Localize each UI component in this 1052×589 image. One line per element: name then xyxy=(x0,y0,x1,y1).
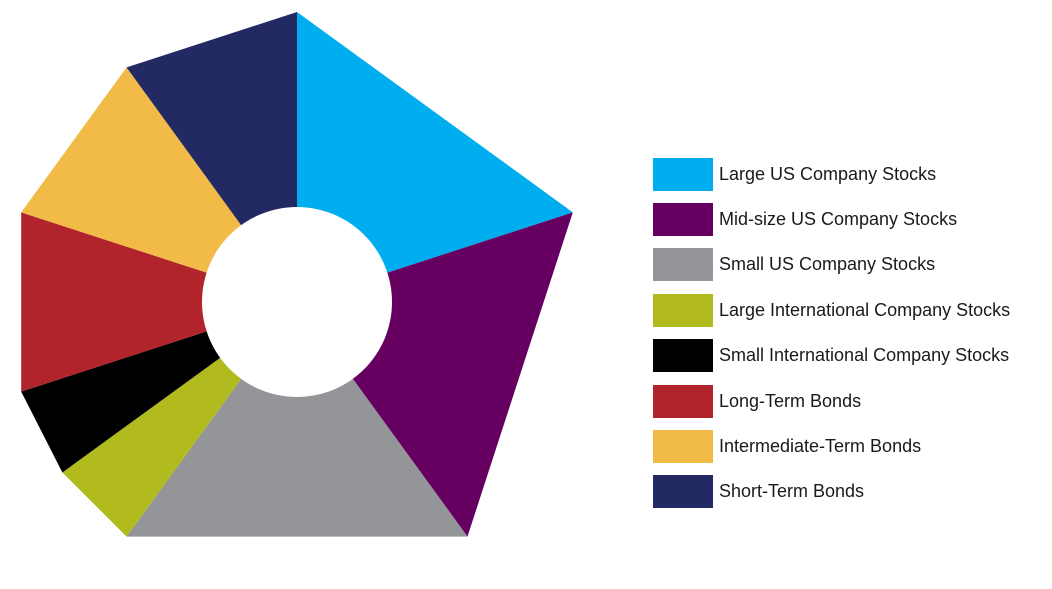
donut-hole xyxy=(202,207,392,397)
donut-chart xyxy=(21,12,573,537)
legend-item-small-international-company-stocks: Small International Company Stocks xyxy=(653,339,1052,373)
slice-large-us-company-stocks xyxy=(297,12,573,302)
legend-item-small-us-company-stocks: Small US Company Stocks xyxy=(653,248,1052,282)
legend-label: Intermediate-Term Bonds xyxy=(719,436,922,456)
slice-long-term-bonds xyxy=(21,212,297,392)
legend-item-long-term-bonds: Long-Term Bonds xyxy=(653,385,1052,419)
legend-swatch xyxy=(653,158,713,191)
legend-swatch xyxy=(653,339,713,372)
legend-label: Mid-size US Company Stocks xyxy=(719,209,958,229)
legend-label: Small International Company Stocks xyxy=(719,345,1010,365)
donut-chart-svg xyxy=(21,12,573,537)
legend-item-large-international-company-stocks: Large International Company Stocks xyxy=(653,294,1052,328)
legend-swatch xyxy=(653,385,713,418)
legend-item-mid-size-us-company-stocks: Mid-size US Company Stocks xyxy=(653,203,1052,237)
legend-label: Large International Company Stocks xyxy=(719,300,1011,320)
legend-swatch xyxy=(653,203,713,236)
legend-swatch xyxy=(653,294,713,327)
legend-label: Long-Term Bonds xyxy=(719,391,862,411)
legend-label: Large US Company Stocks xyxy=(719,164,937,184)
legend-swatch xyxy=(653,430,713,463)
legend-swatch xyxy=(653,475,713,508)
legend-item-large-us-company-stocks: Large US Company Stocks xyxy=(653,158,1052,192)
legend-label: Small US Company Stocks xyxy=(719,254,936,274)
legend-swatch xyxy=(653,248,713,281)
legend-item-intermediate-term-bonds: Intermediate-Term Bonds xyxy=(653,430,1052,464)
slice-small-us-company-stocks xyxy=(126,302,468,537)
legend-label: Short-Term Bonds xyxy=(719,481,865,501)
legend-item-short-term-bonds: Short-Term Bonds xyxy=(653,475,1052,509)
